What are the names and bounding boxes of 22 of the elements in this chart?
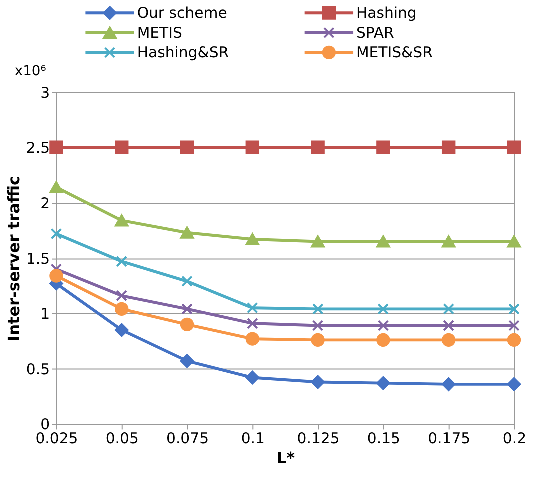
x-tick-label: 0.15 — [367, 430, 400, 448]
legend-label: METIS — [137, 24, 182, 42]
x-tick-label: 0.05 — [106, 430, 139, 448]
legend-label: SPAR — [356, 24, 394, 42]
legend-label: Our scheme — [137, 4, 228, 22]
legend-label: Hashing&SR — [137, 44, 230, 62]
y-tick-label: 1.5 — [26, 250, 50, 268]
x-tick-label: 0.1 — [241, 430, 265, 448]
y-tick-label: 0.5 — [26, 360, 50, 378]
legend-label: Hashing — [356, 4, 417, 22]
y-tick-label: 2 — [40, 194, 50, 212]
x-tick-label: 0.125 — [297, 430, 340, 448]
x-tick-label: 0.175 — [428, 430, 471, 448]
y-tick-label: 1 — [40, 305, 50, 324]
x-axis-title: L* — [276, 448, 296, 468]
text: x10⁶ — [14, 64, 47, 80]
y-tick-label: 3 — [40, 84, 50, 102]
y-tick-label: 2.5 — [26, 139, 50, 158]
x-tick-label: 0.075 — [166, 430, 210, 448]
y-axis-title: Inter-server traffic — [4, 176, 24, 342]
x-tick-label: 0.2 — [502, 430, 527, 448]
legend-label: METIS&SR — [356, 44, 433, 62]
